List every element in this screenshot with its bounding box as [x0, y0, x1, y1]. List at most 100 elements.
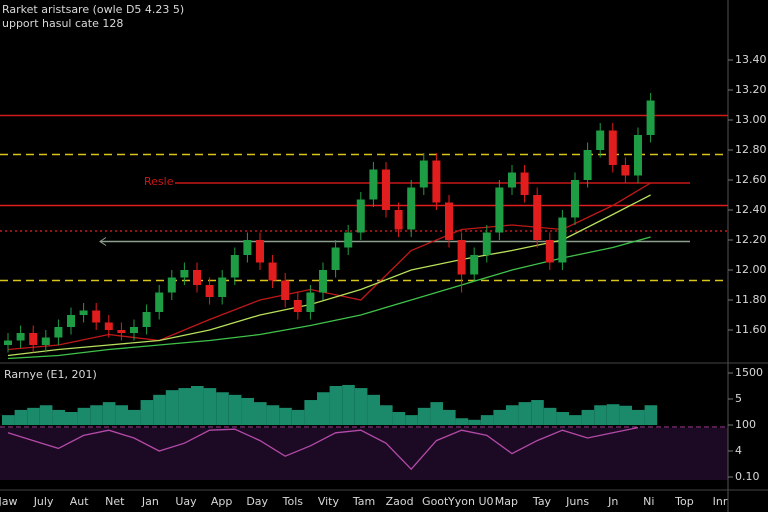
candle-body — [319, 270, 327, 293]
candle-body — [634, 135, 642, 176]
histogram-bar — [90, 405, 103, 425]
oscillator-line — [7, 426, 639, 471]
candle-body — [369, 169, 378, 200]
x-tick-label: Ni — [643, 495, 654, 508]
candle-body — [180, 270, 189, 278]
histogram-bar — [77, 407, 91, 425]
histogram-bar — [606, 404, 620, 425]
candle-body — [407, 187, 416, 230]
histogram-bar — [317, 392, 330, 425]
candle-body — [583, 150, 592, 180]
histogram-bar — [556, 412, 569, 425]
y-tick-label: 11.80 — [735, 293, 767, 306]
histogram-bar — [65, 412, 78, 425]
histogram-bar — [443, 409, 456, 425]
y-tick-label: 12.60 — [735, 173, 767, 186]
histogram-bar — [367, 394, 380, 425]
candle-body — [508, 172, 516, 188]
histogram-bar — [455, 418, 469, 425]
level-label: Resle — [144, 175, 174, 188]
histogram-bar — [165, 390, 179, 425]
x-tick-label: Tam — [352, 495, 375, 508]
candle-body — [558, 217, 567, 263]
candle-body — [230, 255, 239, 278]
histogram-bar — [266, 405, 280, 425]
histogram-bar — [203, 388, 217, 425]
histogram-bar — [216, 392, 229, 425]
candle-body — [155, 292, 164, 312]
x-tick-label: Yyon U0 — [447, 495, 493, 508]
y-tick-label: 13.20 — [735, 83, 767, 96]
histogram-bar — [254, 402, 267, 425]
x-tick-label: Jan — [141, 495, 159, 508]
candle-body — [167, 277, 176, 293]
histogram-bar — [52, 409, 65, 425]
histogram-bar — [594, 405, 607, 425]
histogram-bar — [531, 400, 544, 425]
histogram-bar — [506, 405, 519, 425]
histogram-bar — [115, 405, 128, 425]
histogram-bar — [619, 405, 632, 425]
histogram-bar — [543, 407, 557, 425]
candle-body — [394, 210, 403, 230]
x-tick-label: Zaod — [386, 495, 414, 508]
x-tick-label: Jn — [607, 495, 618, 508]
candle-body — [193, 270, 201, 285]
y-tick-label: 13.00 — [735, 113, 767, 126]
histogram-bar — [380, 405, 393, 425]
candle-body — [104, 322, 113, 330]
candle-body — [4, 340, 12, 345]
histogram-bar — [153, 394, 166, 425]
moving-average — [7, 236, 651, 360]
candle-body — [470, 255, 479, 275]
x-tick-label: Juns — [565, 495, 589, 508]
histogram-bar — [279, 407, 292, 425]
candle-body — [218, 277, 227, 297]
y-tick-label: 5 — [735, 392, 742, 405]
x-tick-label: Jaw — [0, 495, 17, 508]
y-tick-label: 100 — [735, 418, 756, 431]
histogram-bar — [468, 419, 481, 425]
moving-average — [7, 182, 651, 351]
histogram-bar — [39, 405, 53, 425]
candle-body — [130, 327, 138, 333]
histogram-bar — [632, 409, 645, 425]
x-tick-label: Goot — [422, 495, 449, 508]
candle-body — [306, 292, 315, 312]
candle-body — [621, 165, 630, 176]
candle-body — [495, 187, 504, 233]
candle-body — [432, 160, 441, 203]
histogram-bar — [178, 388, 191, 425]
candle-body — [79, 310, 88, 315]
histogram-bar — [291, 409, 305, 425]
histogram-bar — [569, 415, 582, 425]
x-tick-label: Day — [246, 495, 268, 508]
histogram-bar — [392, 412, 406, 425]
panel-title: Rarnye (E1, 201) — [4, 368, 97, 381]
candle-body — [571, 180, 579, 218]
x-tick-label: Map — [495, 495, 518, 508]
candle-body — [205, 285, 214, 297]
histogram-bar — [14, 409, 28, 425]
candle-body — [382, 169, 390, 210]
histogram-bar — [191, 386, 204, 425]
candle-body — [331, 247, 340, 270]
candle-body — [281, 280, 290, 300]
candle-body — [356, 199, 365, 233]
x-tick-label: App — [211, 495, 233, 508]
y-tick-label: 11.60 — [735, 323, 767, 336]
y-tick-label: 0.10 — [735, 470, 760, 483]
candle-body — [419, 160, 428, 188]
y-tick-label: 12.40 — [735, 203, 767, 216]
histogram-bar — [405, 415, 418, 425]
chart-title: Rarket aristsare (owle D5 4.23 5) — [2, 3, 184, 16]
x-tick-label: Aut — [70, 495, 89, 508]
candle-body — [268, 262, 277, 281]
histogram-bar — [417, 407, 431, 425]
histogram-bar — [128, 409, 141, 425]
x-tick-label: Uay — [175, 495, 197, 508]
candle-body — [54, 327, 63, 338]
level-arrow — [99, 237, 107, 246]
oscillator-zone — [0, 428, 728, 480]
